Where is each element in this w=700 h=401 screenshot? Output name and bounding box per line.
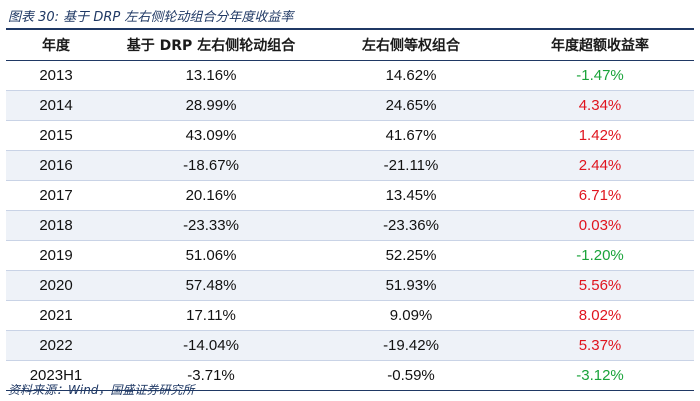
year-cell: 2017 (6, 180, 106, 211)
year-cell: 2019 (6, 240, 106, 271)
figure-caption: 图表 30: 基于 DRP 左右侧轮动组合分年度收益率 (8, 10, 294, 25)
table-row: 2013 13.16% 14.62% -1.47% (6, 60, 694, 91)
drp-return-cell: 13.16% (106, 60, 316, 91)
year-cell: 2021 (6, 300, 106, 331)
year-cell: 2014 (6, 90, 106, 121)
header-drp-portfolio: 基于 DRP 左右侧轮动组合 (106, 30, 316, 61)
drp-return-cell: 28.99% (106, 90, 316, 121)
drp-return-cell: 17.11% (106, 300, 316, 331)
table-row: 2014 28.99% 24.65% 4.34% (6, 90, 694, 121)
table-body: 2013 13.16% 14.62% -1.47% 2014 28.99% 24.65% 4.… (6, 60, 694, 391)
excess-return-cell: 1.42% (506, 120, 694, 151)
table-row: 2022 -14.04% -19.42% 5.37% (6, 330, 694, 361)
excess-return-cell: 4.34% (506, 90, 694, 121)
excess-return-cell: 2.44% (506, 150, 694, 181)
returns-table-container: 年度 基于 DRP 左右侧轮动组合 左右侧等权组合 年度超额收益率 2013 13… (6, 30, 694, 391)
year-cell: 2022 (6, 330, 106, 361)
excess-return-cell: -3.12% (506, 360, 694, 391)
equal-weight-return-cell: -19.42% (316, 330, 506, 361)
equal-weight-return-cell: 24.65% (316, 90, 506, 121)
year-cell: 2016 (6, 150, 106, 181)
header-excess-return: 年度超额收益率 (506, 30, 694, 61)
excess-return-cell: 5.56% (506, 270, 694, 301)
excess-return-cell: 6.71% (506, 180, 694, 211)
year-cell: 2018 (6, 210, 106, 241)
excess-return-cell: -1.47% (506, 60, 694, 91)
excess-return-cell: 8.02% (506, 300, 694, 331)
drp-return-cell: -3.71% (106, 360, 316, 391)
header-equal-weight-portfolio: 左右侧等权组合 (316, 30, 506, 61)
drp-return-cell: 20.16% (106, 180, 316, 211)
drp-return-cell: 51.06% (106, 240, 316, 271)
header-year: 年度 (6, 30, 106, 61)
excess-return-cell: 0.03% (506, 210, 694, 241)
equal-weight-return-cell: -23.36% (316, 210, 506, 241)
equal-weight-return-cell: 51.93% (316, 270, 506, 301)
table-row: 2018 -23.33% -23.36% 0.03% (6, 210, 694, 241)
table-row: 2015 43.09% 41.67% 1.42% (6, 120, 694, 151)
equal-weight-return-cell: 52.25% (316, 240, 506, 271)
drp-return-cell: -18.67% (106, 150, 316, 181)
table-row: 2020 57.48% 51.93% 5.56% (6, 270, 694, 301)
table-row: 2016 -18.67% -21.11% 2.44% (6, 150, 694, 181)
table-row: 2021 17.11% 9.09% 8.02% (6, 300, 694, 331)
year-cell: 2013 (6, 60, 106, 91)
year-cell: 2023H1 (6, 360, 106, 391)
top-rule (6, 28, 694, 30)
year-cell: 2020 (6, 270, 106, 301)
table-row: 2017 20.16% 13.45% 6.71% (6, 180, 694, 211)
equal-weight-return-cell: 14.62% (316, 60, 506, 91)
excess-return-cell: 5.37% (506, 330, 694, 361)
table-row: 2023H1 -3.71% -0.59% -3.12% (6, 360, 694, 391)
annual-returns-table: 年度 基于 DRP 左右侧轮动组合 左右侧等权组合 年度超额收益率 2013 13… (6, 30, 694, 391)
drp-return-cell: -23.33% (106, 210, 316, 241)
drp-return-cell: 57.48% (106, 270, 316, 301)
source-note: 资料来源：Wind，国盛证券研究所 (8, 383, 195, 397)
table-row: 2019 51.06% 52.25% -1.20% (6, 240, 694, 271)
header-row: 年度 基于 DRP 左右侧轮动组合 左右侧等权组合 年度超额收益率 (6, 30, 694, 61)
equal-weight-return-cell: 41.67% (316, 120, 506, 151)
equal-weight-return-cell: -21.11% (316, 150, 506, 181)
equal-weight-return-cell: 13.45% (316, 180, 506, 211)
equal-weight-return-cell: -0.59% (316, 360, 506, 391)
excess-return-cell: -1.20% (506, 240, 694, 271)
drp-return-cell: 43.09% (106, 120, 316, 151)
equal-weight-return-cell: 9.09% (316, 300, 506, 331)
year-cell: 2015 (6, 120, 106, 151)
drp-return-cell: -14.04% (106, 330, 316, 361)
